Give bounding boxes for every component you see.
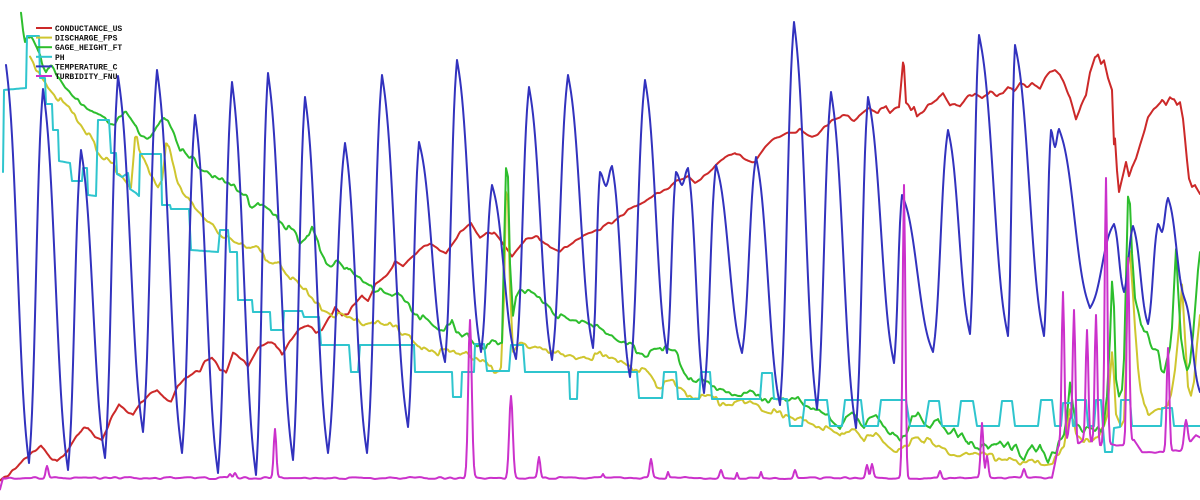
svg-text:GAGE_HEIGHT_FT: GAGE_HEIGHT_FT	[55, 44, 122, 53]
svg-text:CONDUCTANCE_US: CONDUCTANCE_US	[55, 25, 122, 34]
svg-text:DISCHARGE_FPS: DISCHARGE_FPS	[55, 35, 118, 44]
svg-text:TURBIDITY_FNU: TURBIDITY_FNU	[55, 73, 118, 82]
svg-text:TEMPERATURE_C: TEMPERATURE_C	[55, 63, 118, 72]
svg-text:PH: PH	[55, 54, 65, 63]
